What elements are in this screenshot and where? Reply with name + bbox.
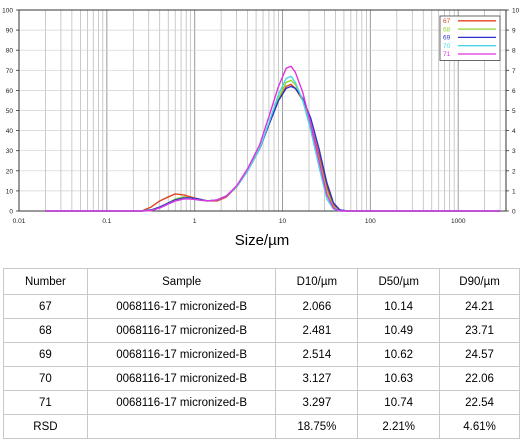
legend-label: 71 — [443, 51, 451, 58]
y-tick-label: 20 — [6, 168, 14, 175]
header-number: Number — [3, 268, 88, 295]
cell-number: 68 — [3, 318, 88, 343]
cell-number: 71 — [3, 390, 88, 415]
legend-label: 70 — [443, 43, 451, 50]
cell-d90: 24.21 — [439, 294, 520, 319]
cell-sample: 0068116-17 micronized-B — [86, 366, 277, 391]
cell-d10: 2.066 — [275, 294, 359, 319]
cell-d50: 10.74 — [357, 390, 441, 415]
cell-d90: 22.06 — [439, 366, 520, 391]
y2-tick-label: 10 — [512, 8, 520, 15]
cell-d10: 18.75% — [275, 414, 359, 439]
cell-d10: 2.481 — [275, 318, 359, 343]
x-tick-label: 0.01 — [13, 218, 26, 225]
header-d50: D50/µm — [357, 268, 441, 295]
table-row-rsd: RSD 18.75% 2.21% 4.61% — [3, 414, 520, 439]
cell-d50: 2.21% — [357, 414, 441, 439]
y2-tick-label: 4 — [512, 128, 516, 135]
x-axis-label: Size/µm — [234, 232, 290, 249]
cell-d10: 2.514 — [275, 342, 359, 367]
results-table: Number Sample D10/µm D50/µm D90/µm 67 00… — [3, 268, 520, 439]
legend-label: 67 — [443, 18, 451, 25]
cell-d90: 23.71 — [439, 318, 520, 343]
y-tick-label: 90 — [6, 28, 14, 35]
table-row: 69 0068116-17 micronized-B 2.514 10.62 2… — [3, 342, 520, 367]
y-tick-label: 100 — [2, 8, 13, 15]
y2-tick-label: 9 — [512, 28, 516, 35]
x-tick-label: 1000 — [451, 218, 466, 225]
legend-label: 68 — [443, 26, 451, 33]
cell-d50: 10.62 — [357, 342, 441, 367]
y2-tick-label: 7 — [512, 68, 516, 75]
y2-tick-label: 6 — [512, 88, 516, 95]
cell-number: 70 — [3, 366, 88, 391]
y-tick-label: 30 — [6, 148, 14, 155]
y2-tick-label: 0 — [512, 209, 516, 216]
table-row: 70 0068116-17 micronized-B 3.127 10.63 2… — [3, 366, 520, 391]
table-row: 68 0068116-17 micronized-B 2.481 10.49 2… — [3, 318, 520, 343]
legend-label: 69 — [443, 35, 451, 42]
header-sample: Sample — [86, 268, 277, 295]
y-tick-label: 70 — [6, 68, 14, 75]
y2-tick-label: 5 — [512, 108, 516, 115]
y-tick-label: 80 — [6, 48, 14, 55]
x-tick-label: 0.1 — [102, 218, 111, 225]
table-header-row: Number Sample D10/µm D50/µm D90/µm — [3, 268, 520, 295]
header-d10: D10/µm — [275, 268, 359, 295]
cell-number: RSD — [3, 414, 88, 439]
cell-number: 67 — [3, 294, 88, 319]
y2-tick-label: 3 — [512, 148, 516, 155]
cell-sample: 0068116-17 micronized-B — [86, 294, 277, 319]
table-row: 67 0068116-17 micronized-B 2.066 10.14 2… — [3, 294, 520, 319]
particle-size-chart: 0 10 20 30 40 50 60 70 80 90 100 0 1 2 3 4 5 6 7 8 9 10 0.01 0.… — [2, 8, 520, 226]
legend-box — [439, 15, 501, 61]
y-tick-label: 50 — [6, 108, 14, 115]
y2-tick-label: 2 — [512, 168, 516, 175]
y2-tick-label: 1 — [512, 188, 516, 195]
y-tick-label: 40 — [6, 128, 14, 135]
cell-d90: 24.57 — [439, 342, 520, 367]
cell-sample: 0068116-17 micronized-B — [86, 318, 277, 343]
y-tick-label: 10 — [6, 188, 14, 195]
cell-d90: 4.61% — [439, 414, 520, 439]
cell-d90: 22.54 — [439, 390, 520, 415]
x-tick-label: 10 — [279, 218, 287, 225]
cell-d50: 10.14 — [357, 294, 441, 319]
table-row: 71 0068116-17 micronized-B 3.297 10.74 2… — [3, 390, 520, 415]
cell-d10: 3.297 — [275, 390, 359, 415]
cell-sample — [86, 414, 277, 439]
x-tick-label: 1 — [193, 218, 197, 225]
y-tick-label: 60 — [6, 88, 14, 95]
cell-d50: 10.49 — [357, 318, 441, 343]
x-tick-label: 100 — [365, 218, 376, 225]
y2-tick-label: 8 — [512, 48, 516, 55]
cell-d50: 10.63 — [357, 366, 441, 391]
header-d90: D90/µm — [439, 268, 520, 295]
cell-d10: 3.127 — [275, 366, 359, 391]
series-line-71 — [45, 65, 501, 212]
cell-sample: 0068116-17 micronized-B — [86, 342, 277, 367]
cell-sample: 0068116-17 micronized-B — [86, 390, 277, 415]
y-tick-label: 0 — [9, 209, 13, 216]
cell-number: 69 — [3, 342, 88, 367]
